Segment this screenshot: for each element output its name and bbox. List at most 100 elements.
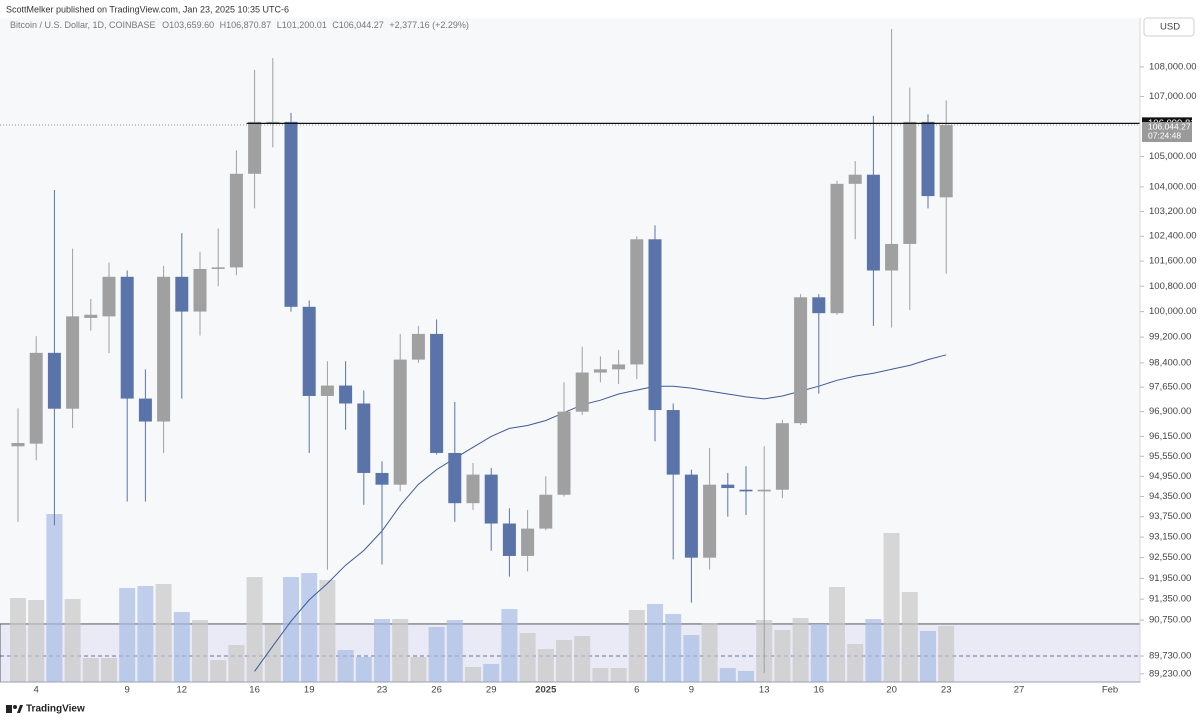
y-tick-label: 108,000.00 (1149, 61, 1197, 72)
currency-box[interactable] (1143, 17, 1195, 37)
y-tick-label: 101,600.00 (1149, 256, 1197, 267)
volume-bar (483, 664, 500, 682)
y-tick-label: 98,400.00 (1149, 357, 1191, 368)
candle-body (66, 316, 80, 409)
candle-body (430, 333, 444, 453)
y-tick-label: 96,900.00 (1149, 406, 1191, 417)
volume-bar (64, 599, 81, 682)
candle-body (794, 297, 808, 424)
logo-shape (6, 705, 12, 713)
candle-body (29, 352, 43, 444)
x-tick-label: 2025 (535, 685, 557, 696)
volume-bar (301, 573, 318, 682)
volume-bar (319, 580, 336, 682)
volume-bar (665, 614, 682, 682)
symbol-info: Bitcoin / U.S. Dollar, 1D, COINBASE O103… (10, 20, 469, 30)
ohlc-close: C106,044.27 (332, 20, 384, 30)
candle-body (721, 484, 735, 489)
volume-bar (283, 577, 299, 682)
candle-body (775, 423, 789, 490)
y-tick-label: 102,400.00 (1149, 231, 1197, 242)
y-tick-label: 95,550.00 (1149, 451, 1191, 462)
candle-body (575, 372, 589, 412)
y-tick-label: 89,230.00 (1149, 668, 1191, 679)
y-tick-label: 100,000.00 (1149, 306, 1197, 317)
candle-body (157, 276, 171, 422)
plot-area (0, 18, 1140, 682)
candle-body (848, 174, 862, 184)
candle-body (903, 121, 917, 244)
volume-bar (719, 668, 736, 682)
candle-body (120, 276, 134, 399)
volume-bar (938, 626, 955, 682)
volume-bar (556, 640, 572, 682)
volume-bar (920, 631, 936, 682)
candle-body (757, 489, 771, 492)
candle-body (466, 474, 480, 504)
ohlc-high: H106,870.87 (220, 20, 272, 30)
x-tick-label: 4 (34, 685, 39, 696)
y-tick-label: 91,350.00 (1149, 594, 1191, 605)
volume-bar (46, 514, 63, 682)
y-tick-label: 103,200.00 (1149, 206, 1197, 217)
volume-bar (628, 610, 645, 682)
countdown: 07:24:48 (1148, 130, 1181, 140)
candle-body (393, 359, 407, 485)
symbol: Bitcoin / U.S. Dollar, 1D, COINBASE (10, 20, 156, 30)
volume-bar (392, 619, 409, 682)
volume-bar (337, 650, 354, 682)
change: +2,377.16 (+2.29%) (389, 20, 469, 30)
volume-bar (647, 604, 663, 682)
volume-bar (501, 609, 518, 682)
x-tick-label: 19 (304, 685, 315, 696)
candle-body (248, 121, 262, 174)
volume-bar (883, 533, 900, 682)
candle-body (939, 125, 953, 198)
logo-shape (13, 705, 17, 709)
volume-bar (192, 620, 208, 682)
y-tick-label: 100,800.00 (1149, 281, 1197, 292)
candle-body (866, 174, 880, 271)
volume-bar (246, 577, 263, 682)
y-tick-label: 89,730.00 (1149, 651, 1191, 662)
x-tick-label: 16 (249, 685, 260, 696)
volume-bar (829, 587, 845, 682)
x-tick-label: 9 (125, 685, 130, 696)
candle-body (593, 369, 607, 373)
volume-bar (228, 645, 245, 682)
volume-bar (774, 630, 791, 682)
volume-bar (446, 620, 463, 682)
candle-body (630, 239, 644, 365)
y-tick-label: 90,750.00 (1149, 615, 1191, 626)
candle-body (320, 385, 334, 396)
volume-bar (847, 644, 864, 682)
x-tick-label: 26 (431, 685, 442, 696)
volume-bar (738, 671, 754, 682)
volume-bar (901, 592, 918, 682)
volume-bar (28, 600, 45, 682)
candle-body (357, 403, 371, 473)
candle-body (539, 494, 553, 529)
x-tick-label: 12 (177, 685, 188, 696)
moving-average (254, 354, 947, 672)
candle-body (666, 410, 680, 475)
candle-body (684, 474, 698, 558)
y-tick-label: 91,950.00 (1149, 573, 1191, 584)
x-tick-label: 20 (886, 685, 897, 696)
volume-bar (592, 668, 609, 682)
candle-body (193, 268, 207, 312)
candle-body (47, 352, 61, 409)
last-price-label: 106,044.27 (1148, 121, 1191, 131)
candle-body (885, 243, 899, 271)
candle-body (484, 474, 498, 524)
plot-layer (0, 28, 1141, 683)
y-tick-label: 96,150.00 (1149, 431, 1191, 442)
candle-body (703, 484, 717, 558)
candle-body (739, 489, 753, 492)
x-tick-label: 9 (689, 685, 694, 696)
x-tick-label: 27 (1014, 685, 1025, 696)
footer-logo: TradingView (6, 704, 85, 715)
volume-bar (101, 658, 117, 682)
ohlc-open: O103,659.60 (162, 20, 214, 30)
candle-body (266, 121, 280, 124)
